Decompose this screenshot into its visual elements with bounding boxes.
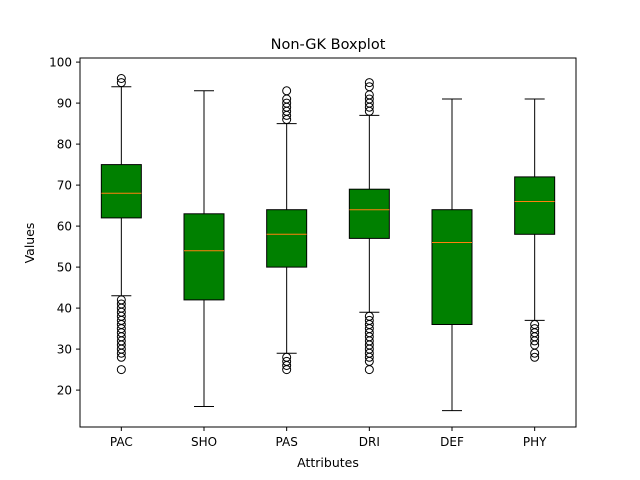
box-sho	[183, 213, 225, 301]
y-tick-label: 60	[57, 220, 72, 234]
plot-frame	[79, 57, 577, 428]
y-tick-label: 30	[57, 343, 72, 357]
box-def	[431, 209, 473, 325]
y-tick-label: 90	[57, 97, 72, 111]
y-tick-label: 100	[49, 56, 72, 70]
y-tick-label: 70	[57, 179, 72, 193]
x-axis-label: Attributes	[297, 455, 359, 470]
y-tick-label: 40	[57, 302, 72, 316]
outlier-point-phy	[530, 324, 540, 334]
outlier-point-pas	[282, 356, 292, 366]
box-pac	[100, 164, 142, 219]
x-tick-label: DRI	[359, 435, 380, 449]
outlier-point-pac	[116, 299, 126, 309]
box-pas	[266, 209, 308, 268]
plot-area: 20 30 40 50 60 70 80 90 100 PAC SHO PAS DRI DEF PHY	[49, 56, 577, 449]
box-dri	[348, 188, 390, 239]
outlier-point-dri	[364, 315, 374, 325]
chart-title: Non-GK Boxplot	[271, 37, 386, 53]
outlier-point-pac	[116, 365, 126, 375]
outlier-point-pas	[282, 352, 292, 362]
outlier-point-dri	[364, 365, 374, 375]
x-tick-label: PAS	[276, 435, 298, 449]
box-phy	[514, 176, 556, 235]
outlier-point-dri	[364, 82, 374, 92]
outlier-point-pas	[282, 98, 292, 108]
outlier-point-pac	[116, 74, 126, 83]
y-tick-label: 50	[57, 261, 72, 275]
y-tick-label: 20	[57, 384, 72, 398]
y-axis-label: Values	[22, 223, 37, 264]
outlier-point-dri	[364, 78, 374, 88]
x-tick-label: SHO	[191, 435, 217, 449]
x-tick-label: PAC	[110, 435, 133, 449]
outlier-point-phy	[530, 352, 540, 362]
y-tick-label: 80	[57, 138, 72, 152]
outlier-point-dri	[364, 311, 374, 321]
outlier-point-phy	[530, 320, 540, 329]
outlier-point-dri	[364, 94, 374, 104]
x-tick-label: DEF	[440, 435, 464, 449]
x-tick-label: PHY	[523, 435, 547, 449]
outlier-point-pas	[282, 86, 292, 96]
outlier-point-pac	[116, 78, 126, 88]
outlier-point-pac	[116, 295, 126, 305]
